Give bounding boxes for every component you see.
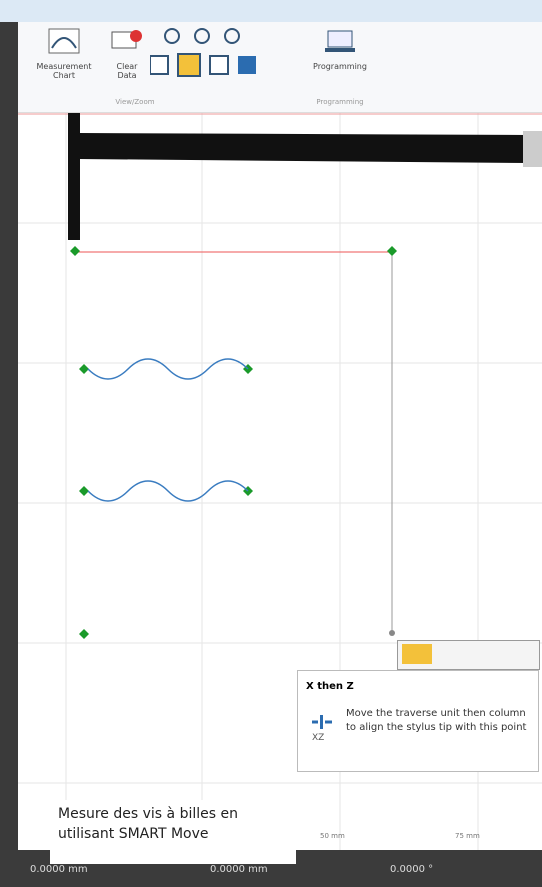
tooltip-text: Move the traverse unit then column to al… <box>346 708 527 733</box>
title-bar <box>0 0 542 22</box>
chart-icon <box>48 28 80 54</box>
left-panel <box>0 22 18 850</box>
zoom-icons <box>150 28 256 77</box>
tooltip: X then Z XZ Move the traverse unit then … <box>297 670 539 772</box>
status-value: 0.0000 mm <box>210 864 268 875</box>
ruler-label: 50 mm <box>320 832 345 840</box>
point-toolbar <box>397 640 540 670</box>
status-value: 0.0000 mm <box>30 864 88 875</box>
caption: Mesure des vis à billes en utilisant SMA… <box>50 800 296 864</box>
group-label: View/Zoom <box>115 98 155 106</box>
ribbon-button[interactable]: Programming <box>313 62 367 71</box>
status-value: 0.0000 ° <box>390 864 434 875</box>
program-icon <box>325 30 355 52</box>
x-then-z-button[interactable] <box>402 644 432 664</box>
ribbon-button[interactable]: Measurement Chart <box>36 62 92 80</box>
ribbon-button[interactable]: Clear Data <box>116 62 138 80</box>
ribbon: Measurement Chart Clear Data View/Zoom P… <box>0 22 542 113</box>
ruler-label: 75 mm <box>455 832 480 840</box>
tooltip-title: X then Z <box>306 681 354 692</box>
clear-icon <box>111 30 142 49</box>
tooltip-icon-label: XZ <box>312 733 325 743</box>
group-label: Programming <box>316 98 364 106</box>
tooltip-icon <box>312 715 332 729</box>
canvas <box>18 113 542 850</box>
